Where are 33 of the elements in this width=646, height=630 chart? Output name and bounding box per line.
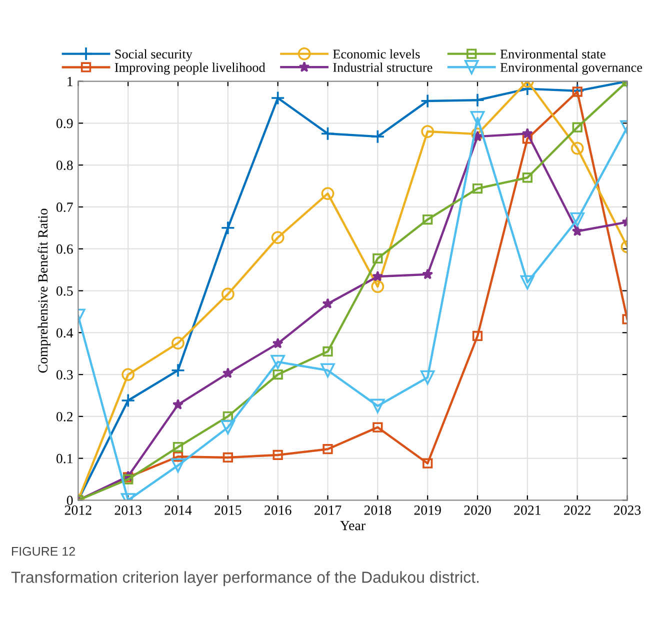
legend-label: Improving people livelihood	[114, 62, 266, 75]
x-tick-label: 2016	[264, 505, 292, 515]
y-tick-label: 0.4	[56, 328, 74, 338]
legend-label: Economic levels	[333, 49, 420, 59]
y-tick-label: 0.3	[56, 370, 73, 380]
x-tick-label: 2021	[514, 505, 540, 515]
y-tick-label: 0.6	[56, 244, 73, 254]
legend-label: Social security	[115, 49, 192, 62]
x-tick-label: 2017	[314, 505, 342, 515]
x-tick-label: 2014	[164, 505, 192, 515]
legend-label: Industrial structure	[333, 62, 432, 72]
y-tick-label: 0	[66, 496, 73, 506]
y-tick-label: 0.5	[56, 286, 73, 296]
x-tick-label: 2019	[414, 505, 441, 515]
x-tick-label: 2022	[564, 505, 590, 515]
y-axis-title: Comprehensive Benefit Ratio	[38, 208, 50, 373]
y-tick-label: 0.9	[56, 118, 73, 128]
y-tick-label: 1	[68, 76, 72, 86]
x-tick-label: 2020	[464, 505, 491, 515]
x-axis-title: Year	[340, 520, 366, 530]
y-tick-label: 0.8	[56, 160, 73, 170]
y-tick-label: 0.1	[56, 454, 72, 464]
y-tick-label: 0.2	[56, 412, 73, 422]
x-tick-label: 2018	[364, 505, 392, 515]
y-tick-label: 0.7	[56, 202, 73, 212]
legend-label: Environmental governance	[500, 62, 642, 75]
x-tick-label: 2012	[64, 505, 92, 515]
text: Transformation criterion layer performance of the Dadukou district.	[11, 571, 479, 586]
caption: FIGURE 12	[12, 546, 75, 556]
x-tick-label: 2013	[114, 505, 142, 515]
legend-label: Environmental state	[500, 49, 606, 59]
x-tick-label: 2023	[614, 505, 641, 515]
x-tick-label: 2015	[214, 505, 242, 515]
